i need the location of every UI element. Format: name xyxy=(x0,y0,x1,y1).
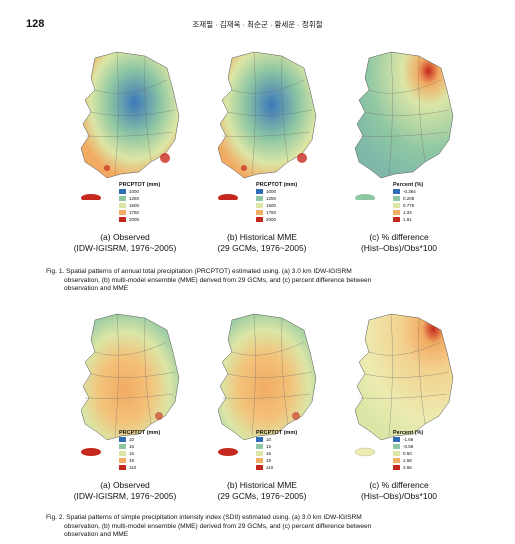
map-legend: PRCPTOT (mm) 1000 1250 1500 1750 2000 xyxy=(119,182,160,223)
panel-caption-title: (b) Historical MME xyxy=(227,232,297,242)
legend-item: -0.364 xyxy=(393,188,423,195)
panel-caption-title: (b) Historical MME xyxy=(227,480,297,490)
panel-caption-subtitle: (IDW-IGISRM, 1976~2005) xyxy=(73,243,177,253)
figure-caption-line: observation, (b) multi-model ensemble (M… xyxy=(64,522,372,530)
legend-item: 110 xyxy=(119,464,160,471)
figure-caption-line: observation, (b) multi-model ensemble (M… xyxy=(64,276,372,284)
legend-item: 1.34 xyxy=(393,209,423,216)
panel-caption-subtitle: (IDW-IGISRM, 1976~2005) xyxy=(73,491,177,501)
panel-caption-title: (a) Observed xyxy=(100,232,150,242)
page-number: 128 xyxy=(26,18,45,30)
legend-item: -0.58 xyxy=(393,443,423,450)
panel-caption-subtitle: (29 GCMs, 1976~2005) xyxy=(217,491,307,501)
legend-item: 15 xyxy=(119,443,160,450)
legend-title: PRCPTOT (mm) xyxy=(119,430,161,436)
legend-item: 1.91 xyxy=(393,216,423,223)
legend-item: 1.58 xyxy=(393,457,423,464)
legend-item: -1.66 xyxy=(393,436,423,443)
map-legend: PRCPTOT (mm) 10 15 16 19 110 xyxy=(256,430,297,471)
korea-map-percent-difference xyxy=(354,313,454,457)
panel-caption-subtitle: (Hist–Obs)/Obs*100 xyxy=(360,491,438,501)
map-legend: Percent (%) -1.66 -0.58 0.50 1.58 2.66 xyxy=(393,430,423,471)
legend-item: 1750 xyxy=(256,209,297,216)
legend-item: 1250 xyxy=(119,195,160,202)
figure-1-caption: Fig. 1. Spatial patterns of annual total… xyxy=(46,268,476,294)
figure-1: PRCPTOT (mm) 1000 1250 1500 1750 2000 (a… xyxy=(0,50,515,300)
panel-caption-title: (a) Observed xyxy=(100,480,150,490)
legend-item: 10 xyxy=(119,436,160,443)
legend-item: 2000 xyxy=(256,216,297,223)
panel-caption-title: (c) % difference xyxy=(369,480,429,490)
page-header: 128 조재필 · 김재욱 · 최순군 · 황세운 · 정휘철 xyxy=(26,18,489,32)
legend-item: 2000 xyxy=(119,216,160,223)
legend-item: 2.66 xyxy=(393,464,423,471)
legend-item: 1000 xyxy=(256,188,297,195)
korea-map-observed xyxy=(80,313,180,456)
figure-caption-line: Fig. 2. Spatial patterns of simple preci… xyxy=(46,514,362,521)
figure-2: PRCPTOT (mm) 10 15 16 19 110 (a) Observe… xyxy=(0,312,515,544)
legend-item: 15 xyxy=(256,443,297,450)
legend-item: 16 xyxy=(119,450,160,457)
legend-item: 0.50 xyxy=(393,450,423,457)
legend-item: 16 xyxy=(256,450,297,457)
running-head-authors: 조재필 · 김재욱 · 최순군 · 황세운 · 정휘철 xyxy=(192,20,323,29)
legend-item: 1750 xyxy=(119,209,160,216)
korea-map-historical-mme xyxy=(217,313,317,456)
korea-map-percent-difference xyxy=(354,51,454,200)
legend-item: 19 xyxy=(119,457,160,464)
map-legend: PRCPTOT (mm) 10 15 16 19 110 xyxy=(119,430,160,471)
map-legend: Percent (%) -0.364 0.206 0.775 1.34 1.91 xyxy=(393,182,423,223)
legend-item: 110 xyxy=(256,464,297,471)
legend-title: PRCPTOT (mm) xyxy=(256,430,298,436)
figure-caption-line: observation and MME xyxy=(64,531,129,539)
figure-caption-line: Fig. 1. Spatial patterns of annual total… xyxy=(46,268,352,275)
map-legend: PRCPTOT (mm) 1000 1250 1500 1750 2000 xyxy=(256,182,297,223)
legend-item: 19 xyxy=(256,457,297,464)
figure-2-caption: Fig. 2. Spatial patterns of simple preci… xyxy=(46,514,476,540)
panel-caption-subtitle: (29 GCMs, 1976~2005) xyxy=(217,243,307,253)
legend-item: 0.775 xyxy=(393,202,423,209)
legend-title: Percent (%) xyxy=(393,182,424,188)
figure-caption-line: observation and MME xyxy=(64,285,129,293)
korea-map-historical-mme xyxy=(217,51,317,200)
legend-title: Percent (%) xyxy=(393,430,424,436)
legend-title: PRCPTOT (mm) xyxy=(256,182,298,188)
panel-caption-title: (c) % difference xyxy=(369,232,429,242)
legend-item: 1250 xyxy=(256,195,297,202)
legend-title: PRCPTOT (mm) xyxy=(119,182,161,188)
panel-caption-subtitle: (Hist–Obs)/Obs*100 xyxy=(360,243,438,253)
korea-map-observed xyxy=(80,51,180,200)
legend-item: 10 xyxy=(256,436,297,443)
legend-item: 1500 xyxy=(119,202,160,209)
legend-item: 0.206 xyxy=(393,195,423,202)
legend-item: 1000 xyxy=(119,188,160,195)
legend-item: 1500 xyxy=(256,202,297,209)
